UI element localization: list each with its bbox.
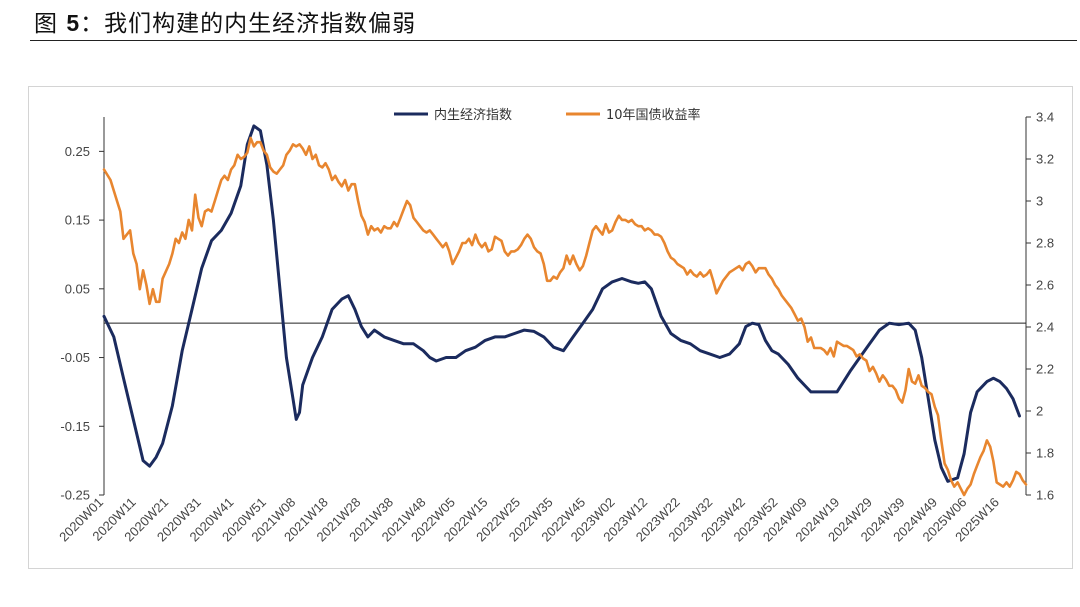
right-tick-label: 3.2 [1036,152,1054,167]
axes-layer: -0.25 -0.15 -0.05 0.05 0.15 0.25 1.6 1.8 2 2.2 2.4… [56,110,1054,545]
left-tick-label: 0.05 [65,281,90,296]
figure-title-text: 我们构建的内生经济指数偏弱 [104,11,417,37]
figure-separator: ： [80,11,105,37]
series-layer [102,124,1028,497]
series-line-2 [102,136,1028,497]
legend-label-2: 10年国债收益率 [606,107,701,123]
figure-number: 5 [66,10,81,36]
right-tick-label: 2.4 [1036,320,1054,335]
title-rule [30,40,1077,41]
right-tick-label: 1.6 [1036,488,1054,503]
left-tick-label: 0.25 [65,144,90,159]
figure-label: 图 [34,11,58,37]
left-tick-label: -0.05 [60,350,90,365]
series-line-1 [102,124,1021,483]
legend: 内生经济指数 10年国债收益率 [394,107,701,123]
left-tick-label: -0.25 [60,488,90,503]
legend-label-1: 内生经济指数 [434,107,512,123]
figure-title: 图 5：我们构建的内生经济指数偏弱 [34,4,416,38]
left-tick-label: 0.15 [65,213,90,228]
right-tick-label: 3 [1036,194,1043,209]
right-tick-label: 3.4 [1036,110,1054,125]
right-tick-label: 2.2 [1036,362,1054,377]
left-tick-label: -0.15 [60,419,90,434]
right-tick-label: 2.6 [1036,278,1054,293]
plot-frame [28,86,1073,569]
right-tick-label: 1.8 [1036,446,1054,461]
right-tick-label: 2 [1036,404,1043,419]
right-tick-label: 2.8 [1036,236,1054,251]
